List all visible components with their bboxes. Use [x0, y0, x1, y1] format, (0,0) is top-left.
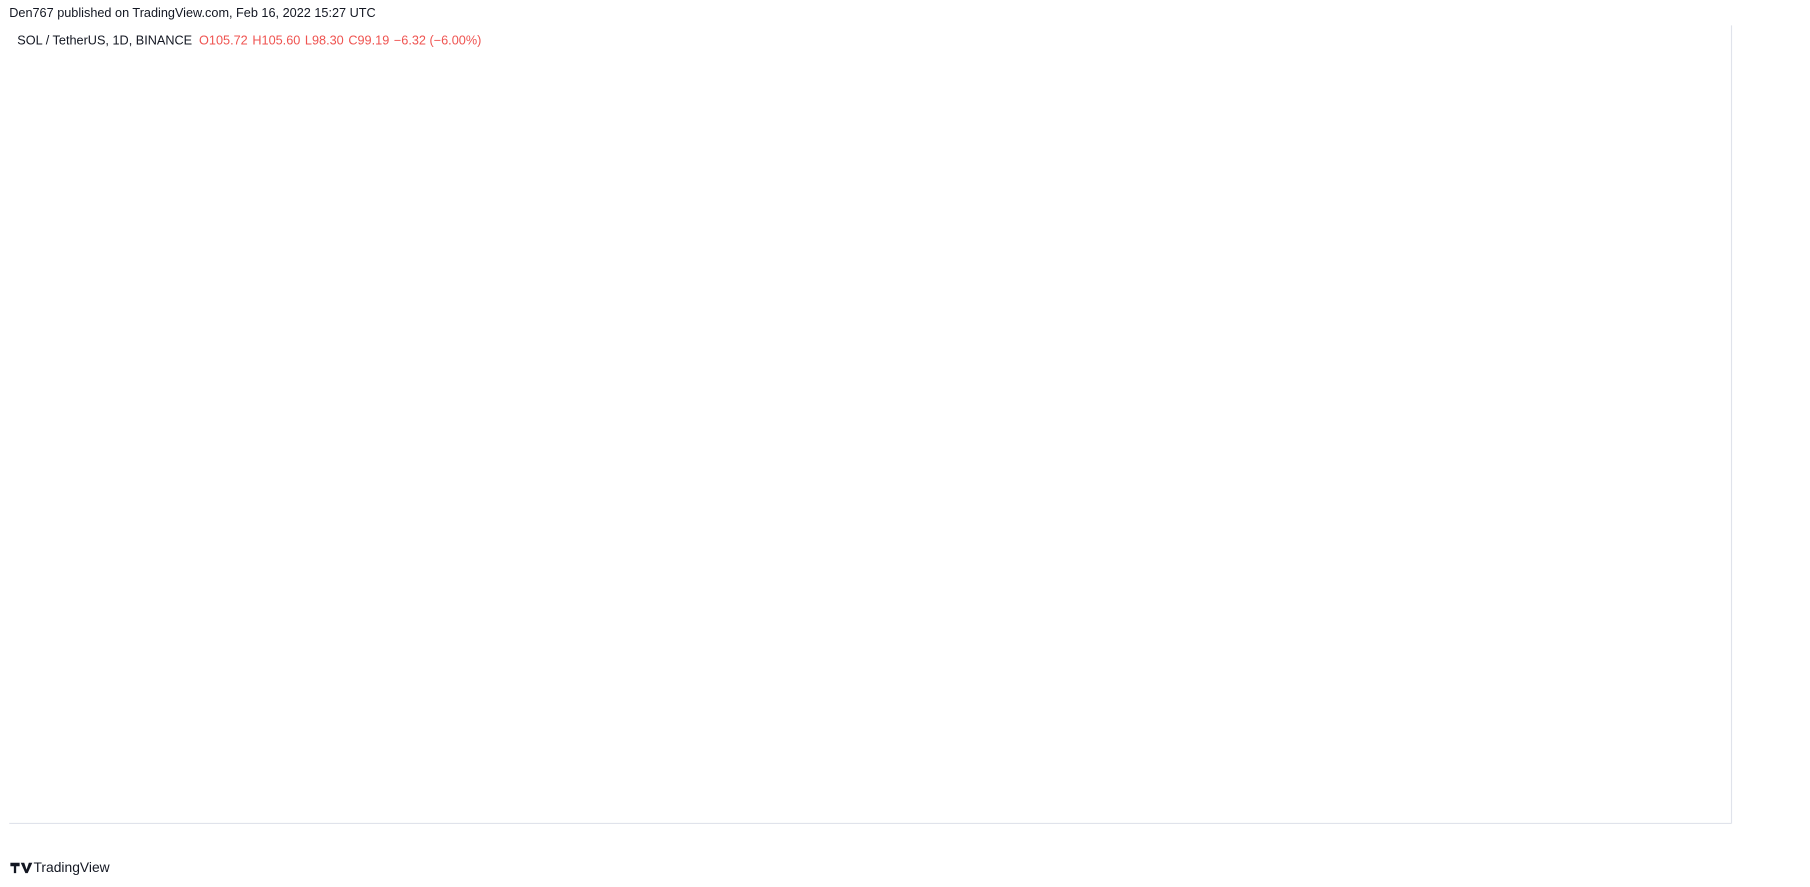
change: −6.32 (−6.00%)	[394, 34, 481, 48]
symbol: SOL / TetherUS, 1D, BINANCE	[17, 34, 192, 48]
open: O105.72	[199, 34, 248, 48]
close: C99.19	[348, 34, 389, 48]
logo: TradingView	[10, 859, 111, 875]
logo-icon	[10, 862, 33, 874]
header: Den767 published on TradingView.com, Feb…	[9, 6, 375, 20]
high: H105.60	[252, 34, 300, 48]
legend: SOL / TetherUS, 1D, BINANCE O105.72 H105.6…	[17, 34, 481, 48]
footer: TradingView	[33, 859, 110, 875]
low: L98.30	[305, 34, 344, 48]
